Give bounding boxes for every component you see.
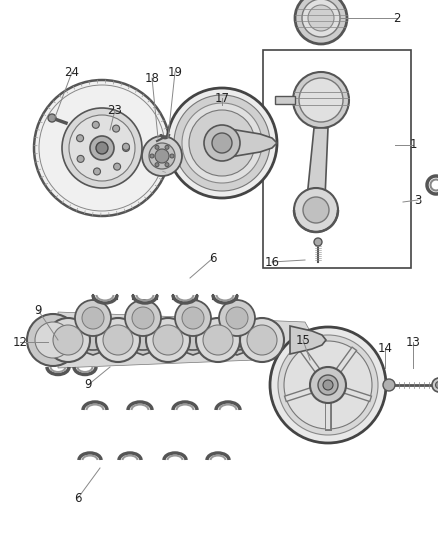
Circle shape bbox=[46, 318, 90, 362]
Circle shape bbox=[155, 146, 159, 149]
Circle shape bbox=[203, 325, 233, 355]
Circle shape bbox=[155, 163, 159, 167]
Circle shape bbox=[69, 115, 135, 181]
Text: 6: 6 bbox=[74, 491, 82, 505]
Circle shape bbox=[323, 380, 333, 390]
Circle shape bbox=[219, 300, 255, 336]
Circle shape bbox=[293, 72, 349, 128]
Circle shape bbox=[303, 197, 329, 223]
Circle shape bbox=[175, 300, 211, 336]
Text: 18: 18 bbox=[145, 71, 159, 85]
Circle shape bbox=[383, 379, 395, 391]
Text: 23: 23 bbox=[108, 103, 123, 117]
Circle shape bbox=[93, 168, 100, 175]
Wedge shape bbox=[67, 322, 119, 350]
Polygon shape bbox=[290, 326, 326, 354]
Circle shape bbox=[226, 307, 248, 329]
Polygon shape bbox=[58, 312, 315, 368]
Circle shape bbox=[92, 122, 99, 128]
Circle shape bbox=[165, 146, 169, 149]
Circle shape bbox=[308, 5, 334, 31]
Wedge shape bbox=[113, 323, 173, 355]
Circle shape bbox=[212, 133, 232, 153]
Circle shape bbox=[150, 154, 154, 158]
Circle shape bbox=[310, 367, 346, 403]
Circle shape bbox=[132, 307, 154, 329]
Text: 24: 24 bbox=[64, 66, 80, 78]
Circle shape bbox=[53, 325, 83, 355]
Circle shape bbox=[149, 143, 175, 169]
Bar bbox=[275, 96, 295, 104]
Text: 2: 2 bbox=[393, 12, 401, 25]
Text: 3: 3 bbox=[414, 193, 422, 206]
Circle shape bbox=[299, 78, 343, 122]
Circle shape bbox=[432, 378, 438, 392]
Circle shape bbox=[77, 156, 84, 163]
Text: 19: 19 bbox=[167, 66, 183, 78]
Circle shape bbox=[96, 318, 140, 362]
Text: 15: 15 bbox=[296, 334, 311, 346]
Wedge shape bbox=[207, 323, 267, 355]
Circle shape bbox=[82, 307, 104, 329]
Text: 12: 12 bbox=[13, 335, 28, 349]
Circle shape bbox=[204, 125, 240, 161]
Circle shape bbox=[27, 314, 79, 366]
Text: 16: 16 bbox=[265, 255, 279, 269]
Wedge shape bbox=[167, 322, 219, 350]
Circle shape bbox=[123, 143, 130, 150]
Circle shape bbox=[35, 322, 71, 358]
Circle shape bbox=[165, 163, 169, 167]
Polygon shape bbox=[307, 128, 328, 198]
Circle shape bbox=[77, 135, 84, 142]
Text: 6: 6 bbox=[209, 252, 217, 264]
Circle shape bbox=[284, 341, 372, 429]
Text: 9: 9 bbox=[34, 303, 42, 317]
Bar bbox=[263, 50, 411, 268]
Circle shape bbox=[295, 0, 347, 44]
Circle shape bbox=[62, 108, 142, 188]
Circle shape bbox=[170, 154, 174, 158]
Circle shape bbox=[75, 300, 111, 336]
Circle shape bbox=[196, 318, 240, 362]
Circle shape bbox=[39, 85, 165, 211]
Circle shape bbox=[314, 238, 322, 246]
Text: 17: 17 bbox=[215, 92, 230, 104]
Circle shape bbox=[103, 325, 133, 355]
Circle shape bbox=[155, 149, 169, 163]
Circle shape bbox=[125, 300, 161, 336]
Circle shape bbox=[174, 95, 270, 191]
Circle shape bbox=[48, 114, 56, 122]
Circle shape bbox=[278, 335, 378, 435]
Wedge shape bbox=[211, 322, 263, 350]
Circle shape bbox=[189, 110, 255, 176]
Circle shape bbox=[153, 325, 183, 355]
Circle shape bbox=[240, 318, 284, 362]
Circle shape bbox=[113, 125, 120, 132]
Polygon shape bbox=[230, 129, 277, 157]
Circle shape bbox=[270, 327, 386, 443]
Circle shape bbox=[123, 144, 130, 151]
Wedge shape bbox=[117, 322, 170, 350]
Circle shape bbox=[302, 0, 340, 37]
Circle shape bbox=[294, 188, 338, 232]
Circle shape bbox=[96, 142, 108, 154]
Circle shape bbox=[435, 382, 438, 389]
Text: 9: 9 bbox=[84, 378, 92, 392]
Circle shape bbox=[182, 103, 262, 183]
Circle shape bbox=[34, 80, 170, 216]
Text: 13: 13 bbox=[406, 335, 420, 349]
Circle shape bbox=[146, 318, 190, 362]
Text: 14: 14 bbox=[378, 342, 392, 354]
Circle shape bbox=[90, 136, 114, 160]
Circle shape bbox=[247, 325, 277, 355]
Wedge shape bbox=[63, 323, 123, 355]
Circle shape bbox=[167, 88, 277, 198]
Text: 1: 1 bbox=[409, 139, 417, 151]
Circle shape bbox=[113, 163, 120, 170]
Circle shape bbox=[142, 136, 182, 176]
Circle shape bbox=[318, 375, 338, 395]
Circle shape bbox=[182, 307, 204, 329]
Wedge shape bbox=[163, 323, 223, 355]
